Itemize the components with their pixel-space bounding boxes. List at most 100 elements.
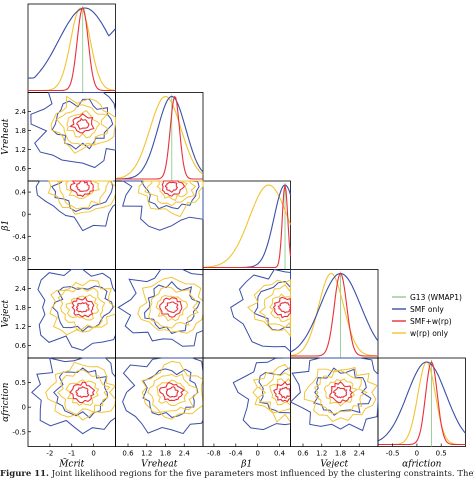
- contour-wrp_only: [247, 279, 291, 338]
- contour-smf_wrp: [328, 381, 354, 404]
- contour-wrp_only: [147, 373, 198, 413]
- marginal-smf_wrp: [203, 184, 292, 269]
- y-tick-label: -0.8: [12, 255, 26, 263]
- x-tick-label: 0.5: [436, 450, 447, 458]
- contour-wrp_only: [65, 294, 100, 321]
- panel-frame: [202, 357, 291, 447]
- contour-smf_only: [313, 367, 372, 416]
- contour-smf_wrp: [75, 302, 90, 313]
- panel-3-0: [27, 269, 116, 359]
- marginal-smf_only: [115, 95, 204, 180]
- contour-smf_only: [52, 285, 114, 332]
- contour-smf_only: [37, 269, 116, 351]
- contour-wrp_only: [156, 379, 189, 407]
- panel-diag-4: [377, 357, 466, 447]
- contour-smf_only: [35, 180, 116, 232]
- x-tick-label: 1.2: [316, 450, 327, 458]
- x-tick-label: 0: [415, 450, 419, 458]
- contour-smf_wrp: [75, 180, 90, 192]
- contour-smf_only: [232, 357, 291, 431]
- contour-smf_wrp: [69, 381, 96, 404]
- contour-wrp_only: [141, 360, 204, 420]
- y-axis-label: Veject: [1, 299, 11, 327]
- x-axis-label: β1: [240, 460, 252, 469]
- y-tick-label: -0.5: [12, 428, 26, 436]
- contour-wrp_only: [57, 369, 111, 416]
- marginal-wrp_only: [290, 272, 378, 357]
- marginal-wrp_only: [115, 95, 204, 180]
- contour-smf_only: [117, 269, 204, 347]
- contour-wrp_only: [144, 180, 197, 207]
- marginal-smf_only: [290, 272, 379, 353]
- contour-smf_wrp: [332, 386, 348, 399]
- x-tick-label: 0.4: [274, 450, 286, 458]
- y-axis-label: Vreheat: [1, 118, 11, 155]
- panel-4-1: [115, 357, 204, 447]
- x-tick-label: 1.8: [160, 450, 171, 458]
- contour-wrp_only: [303, 366, 378, 423]
- legend-label: SMF+w(rp): [410, 317, 452, 326]
- x-tick-label: -0.8: [207, 450, 221, 458]
- panel-1-0: [27, 92, 116, 182]
- contour-smf_wrp: [161, 180, 186, 197]
- panel-4-3: [289, 357, 379, 447]
- contour-wrp_only: [155, 295, 188, 322]
- x-axis-label: αfriction: [402, 460, 442, 469]
- panel-3-1: [115, 269, 204, 359]
- contour-smf_wrp: [164, 301, 179, 314]
- x-tick-label: 1.2: [141, 450, 152, 458]
- contour-wrp_only: [49, 279, 116, 336]
- x-tick-label: -0.5: [386, 450, 400, 458]
- contour-smf_only: [51, 98, 114, 150]
- panel-4-0: [27, 357, 117, 447]
- marginal-wrp_only: [202, 184, 292, 268]
- panel-frame: [115, 92, 204, 182]
- x-tick-label: -2: [46, 450, 53, 458]
- panel-frame: [27, 269, 116, 359]
- contour-smf_wrp: [164, 181, 179, 193]
- panel-frame: [290, 269, 379, 359]
- contour-smf_wrp: [165, 386, 180, 398]
- y-tick-label: 1.2: [15, 323, 26, 331]
- contour-smf_only: [142, 368, 199, 418]
- contour-smf_only: [144, 281, 201, 335]
- legend-label: G13 (WMAP1): [410, 293, 462, 302]
- contour-smf_wrp: [277, 301, 292, 314]
- contour-smf_only: [230, 268, 291, 353]
- legend-label: SMF only: [410, 305, 444, 314]
- caption-label: Figure 11.: [0, 469, 50, 479]
- contour-wrp_only: [137, 276, 204, 334]
- contour-smf_wrp: [71, 296, 95, 318]
- panel-diag-1: [115, 92, 204, 182]
- legend-label: w(rp) only: [410, 329, 449, 338]
- y-axis-label: αfriction: [1, 382, 11, 422]
- y-tick-label: 0.6: [15, 342, 27, 350]
- panel-4-2: [202, 357, 292, 447]
- contour-smf_only: [31, 357, 116, 435]
- contour-smf_wrp: [76, 117, 90, 130]
- marginal-smf_wrp: [290, 272, 378, 357]
- x-axis-label: Vreheat: [141, 460, 178, 469]
- x-tick-label: 2.4: [354, 450, 366, 458]
- contour-wrp_only: [66, 109, 101, 139]
- x-tick-label: 2.4: [179, 450, 191, 458]
- y-axis-label: β1: [1, 220, 11, 232]
- x-tick-label: 0.6: [122, 450, 134, 458]
- x-axis-label: Veject: [320, 460, 348, 469]
- x-tick-label: -0.4: [229, 450, 243, 458]
- contour-wrp_only: [137, 180, 204, 218]
- panel-2-1: [115, 180, 204, 270]
- y-tick-label: 2.4: [15, 285, 27, 293]
- panel-diag-0: [27, 3, 116, 93]
- panel-diag-2: [202, 180, 292, 270]
- contour-smf_only: [253, 280, 291, 332]
- contour-smf_only: [30, 92, 116, 169]
- caption-text: Joint likelihood regions for the five pa…: [51, 469, 474, 479]
- contour-wrp_only: [45, 361, 117, 421]
- panel-3-2: [202, 268, 292, 359]
- y-tick-label: 0: [22, 404, 26, 412]
- panel-frame: [377, 357, 466, 447]
- y-tick-label: 1.2: [15, 146, 26, 154]
- panel-diag-3: [290, 269, 379, 359]
